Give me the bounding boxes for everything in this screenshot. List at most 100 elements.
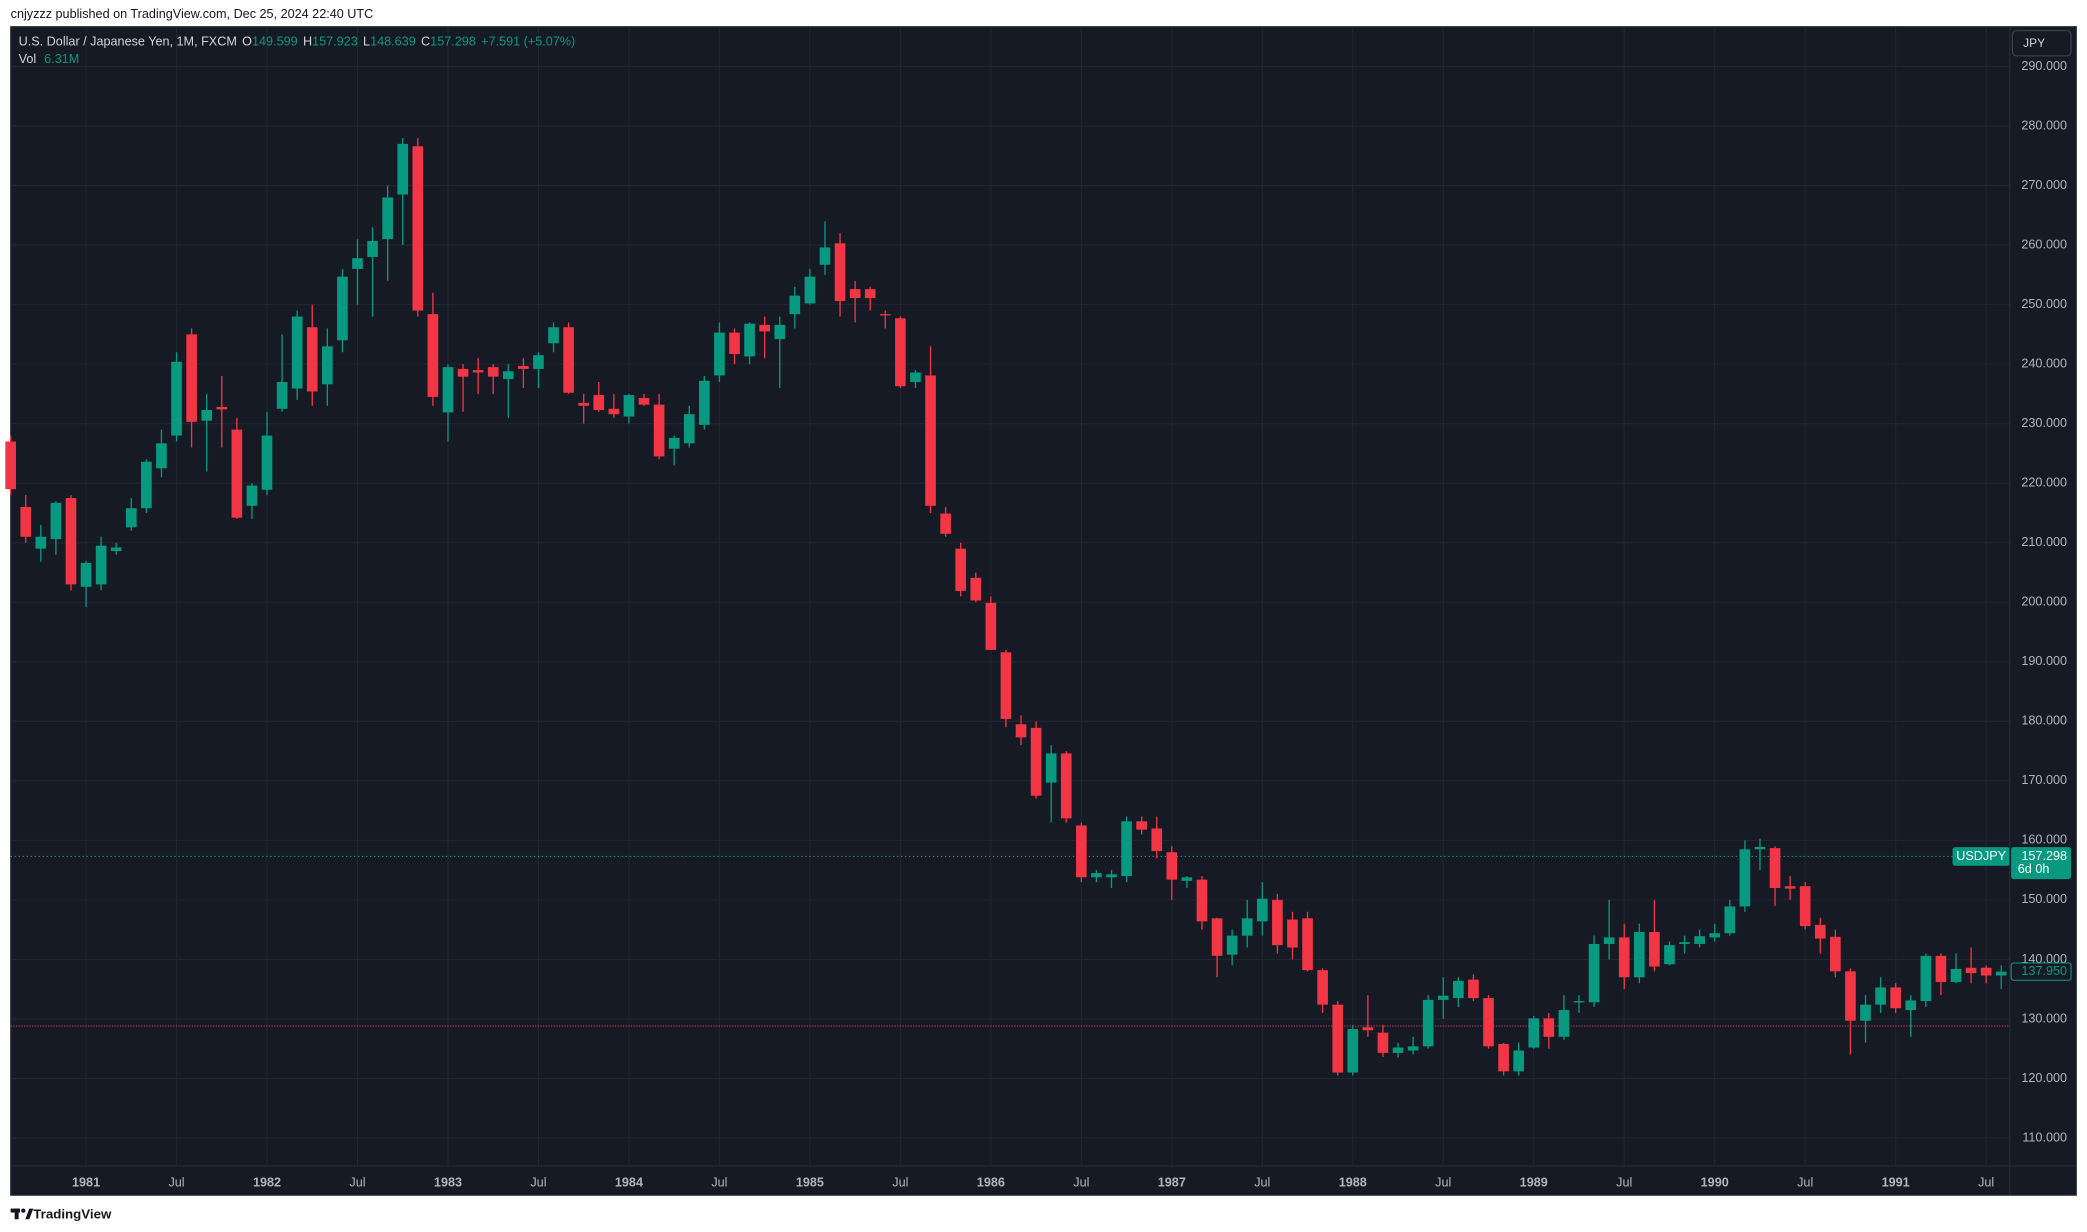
candle-body	[578, 402, 590, 406]
candle-body	[653, 404, 665, 457]
x-tick-label: 1984	[615, 1176, 643, 1190]
candle-body	[291, 316, 303, 389]
candle-body	[533, 355, 544, 369]
candle-body	[1679, 942, 1690, 944]
candle-body	[1890, 987, 1901, 1009]
candle-body	[1513, 1050, 1524, 1072]
candle-body	[849, 289, 861, 299]
brand: TradingView	[33, 1207, 112, 1222]
candle-body	[1287, 919, 1298, 948]
y-tick-label: 130.000	[2021, 1011, 2067, 1025]
candle-body	[1739, 849, 1751, 907]
x-tick-label: 1985	[796, 1176, 824, 1190]
symbol-tag-bg	[1952, 847, 2010, 866]
y-tick-label: 250.000	[2021, 297, 2067, 311]
candle-body	[1106, 874, 1117, 878]
candle-body	[1664, 945, 1675, 965]
y-tick-label: 200.000	[2021, 595, 2067, 609]
candle-body	[879, 314, 891, 316]
candle-body	[1845, 971, 1856, 1021]
candle-body	[1709, 933, 1721, 938]
candle-body	[1121, 821, 1132, 877]
candle-body	[1483, 998, 1494, 1047]
y-tick-label: 290.000	[2021, 59, 2067, 73]
candle-body	[20, 507, 32, 537]
high-value: 157.923	[312, 35, 358, 49]
logo-part	[25, 1208, 34, 1220]
symbol-title: U.S. Dollar / Japanese Yen, 1M, FXCM	[19, 35, 237, 49]
x-tick-label: Jul	[711, 1176, 727, 1190]
candle-body	[1784, 886, 1796, 889]
candle-body	[487, 367, 499, 377]
close-label: C	[421, 35, 430, 49]
x-tick-label: Jul	[1435, 1176, 1451, 1190]
candle-body	[1392, 1047, 1404, 1053]
candle-body	[1498, 1043, 1509, 1072]
candle-body	[1076, 825, 1087, 878]
y-tick-label: 270.000	[2021, 178, 2067, 192]
y-tick-label: 240.000	[2021, 356, 2067, 370]
y-tick-label: 190.000	[2021, 654, 2067, 668]
candle-body	[864, 289, 876, 299]
candle-body	[1181, 877, 1193, 881]
candle-body	[1241, 918, 1253, 936]
candle-body	[1694, 936, 1705, 944]
y-tick-label: 260.000	[2021, 237, 2067, 251]
chart-frame	[10, 26, 2077, 1196]
candle-body	[1453, 980, 1464, 999]
ohlc-header: U.S. Dollar / Japanese Yen, 1M, FXCM O149…	[19, 35, 576, 49]
candle-body	[623, 395, 635, 417]
y-tick-label: 120.000	[2021, 1071, 2067, 1085]
candle-body	[95, 545, 107, 585]
candle-body	[925, 375, 936, 506]
x-tick-label: 1983	[434, 1176, 462, 1190]
candle-body	[910, 372, 921, 383]
candle-body	[1256, 898, 1268, 922]
price-tag-bg	[2011, 847, 2072, 880]
candle-body	[1860, 1004, 1871, 1021]
candle-body	[186, 334, 197, 422]
candle-body	[1136, 821, 1147, 830]
candle-body	[1151, 828, 1163, 852]
x-tick-label: Jul	[1797, 1176, 1813, 1190]
candle-body	[1317, 970, 1328, 1005]
candle-body	[201, 409, 213, 421]
candle-body	[608, 408, 620, 415]
x-tick-label: Jul	[892, 1176, 908, 1190]
candle-body	[789, 295, 801, 315]
volume-label: Vol	[19, 52, 37, 66]
candle-body	[985, 602, 997, 650]
candle-body	[548, 327, 559, 344]
candle-body	[759, 324, 770, 332]
candle-body	[1543, 1018, 1555, 1037]
volume-value: 6.31M	[44, 52, 79, 66]
x-tick-label: 1981	[72, 1176, 100, 1190]
currency-button[interactable]	[2011, 30, 2072, 57]
candle-body	[1905, 1000, 1917, 1011]
x-tick-label: Jul	[349, 1176, 365, 1190]
candle-body	[1211, 918, 1223, 956]
chart-price-tag-bg	[2010, 962, 2072, 981]
volume-header: Vol 6.31M	[19, 52, 80, 66]
candle-body	[895, 318, 906, 387]
candle-body	[1724, 906, 1736, 934]
candle-body	[729, 332, 740, 355]
candle-body	[1588, 943, 1600, 1003]
candle-body	[1935, 955, 1947, 983]
candle-body	[397, 143, 409, 195]
candle-body	[1437, 995, 1449, 1000]
candle-body	[65, 498, 77, 585]
logo-part	[14, 1208, 19, 1220]
y-tick-label: 150.000	[2021, 892, 2067, 906]
candle-body	[1091, 873, 1102, 878]
candles	[5, 137, 2007, 1076]
candle-body	[442, 367, 454, 413]
candle-body	[563, 327, 574, 393]
candle-body	[518, 365, 529, 369]
x-tick-label: 1986	[977, 1176, 1005, 1190]
currency-button-label[interactable]: JPY	[2023, 36, 2045, 50]
candle-body	[1060, 753, 1072, 819]
candle-body	[819, 247, 831, 265]
candle-body	[1618, 937, 1630, 978]
candle-body	[1015, 724, 1027, 738]
